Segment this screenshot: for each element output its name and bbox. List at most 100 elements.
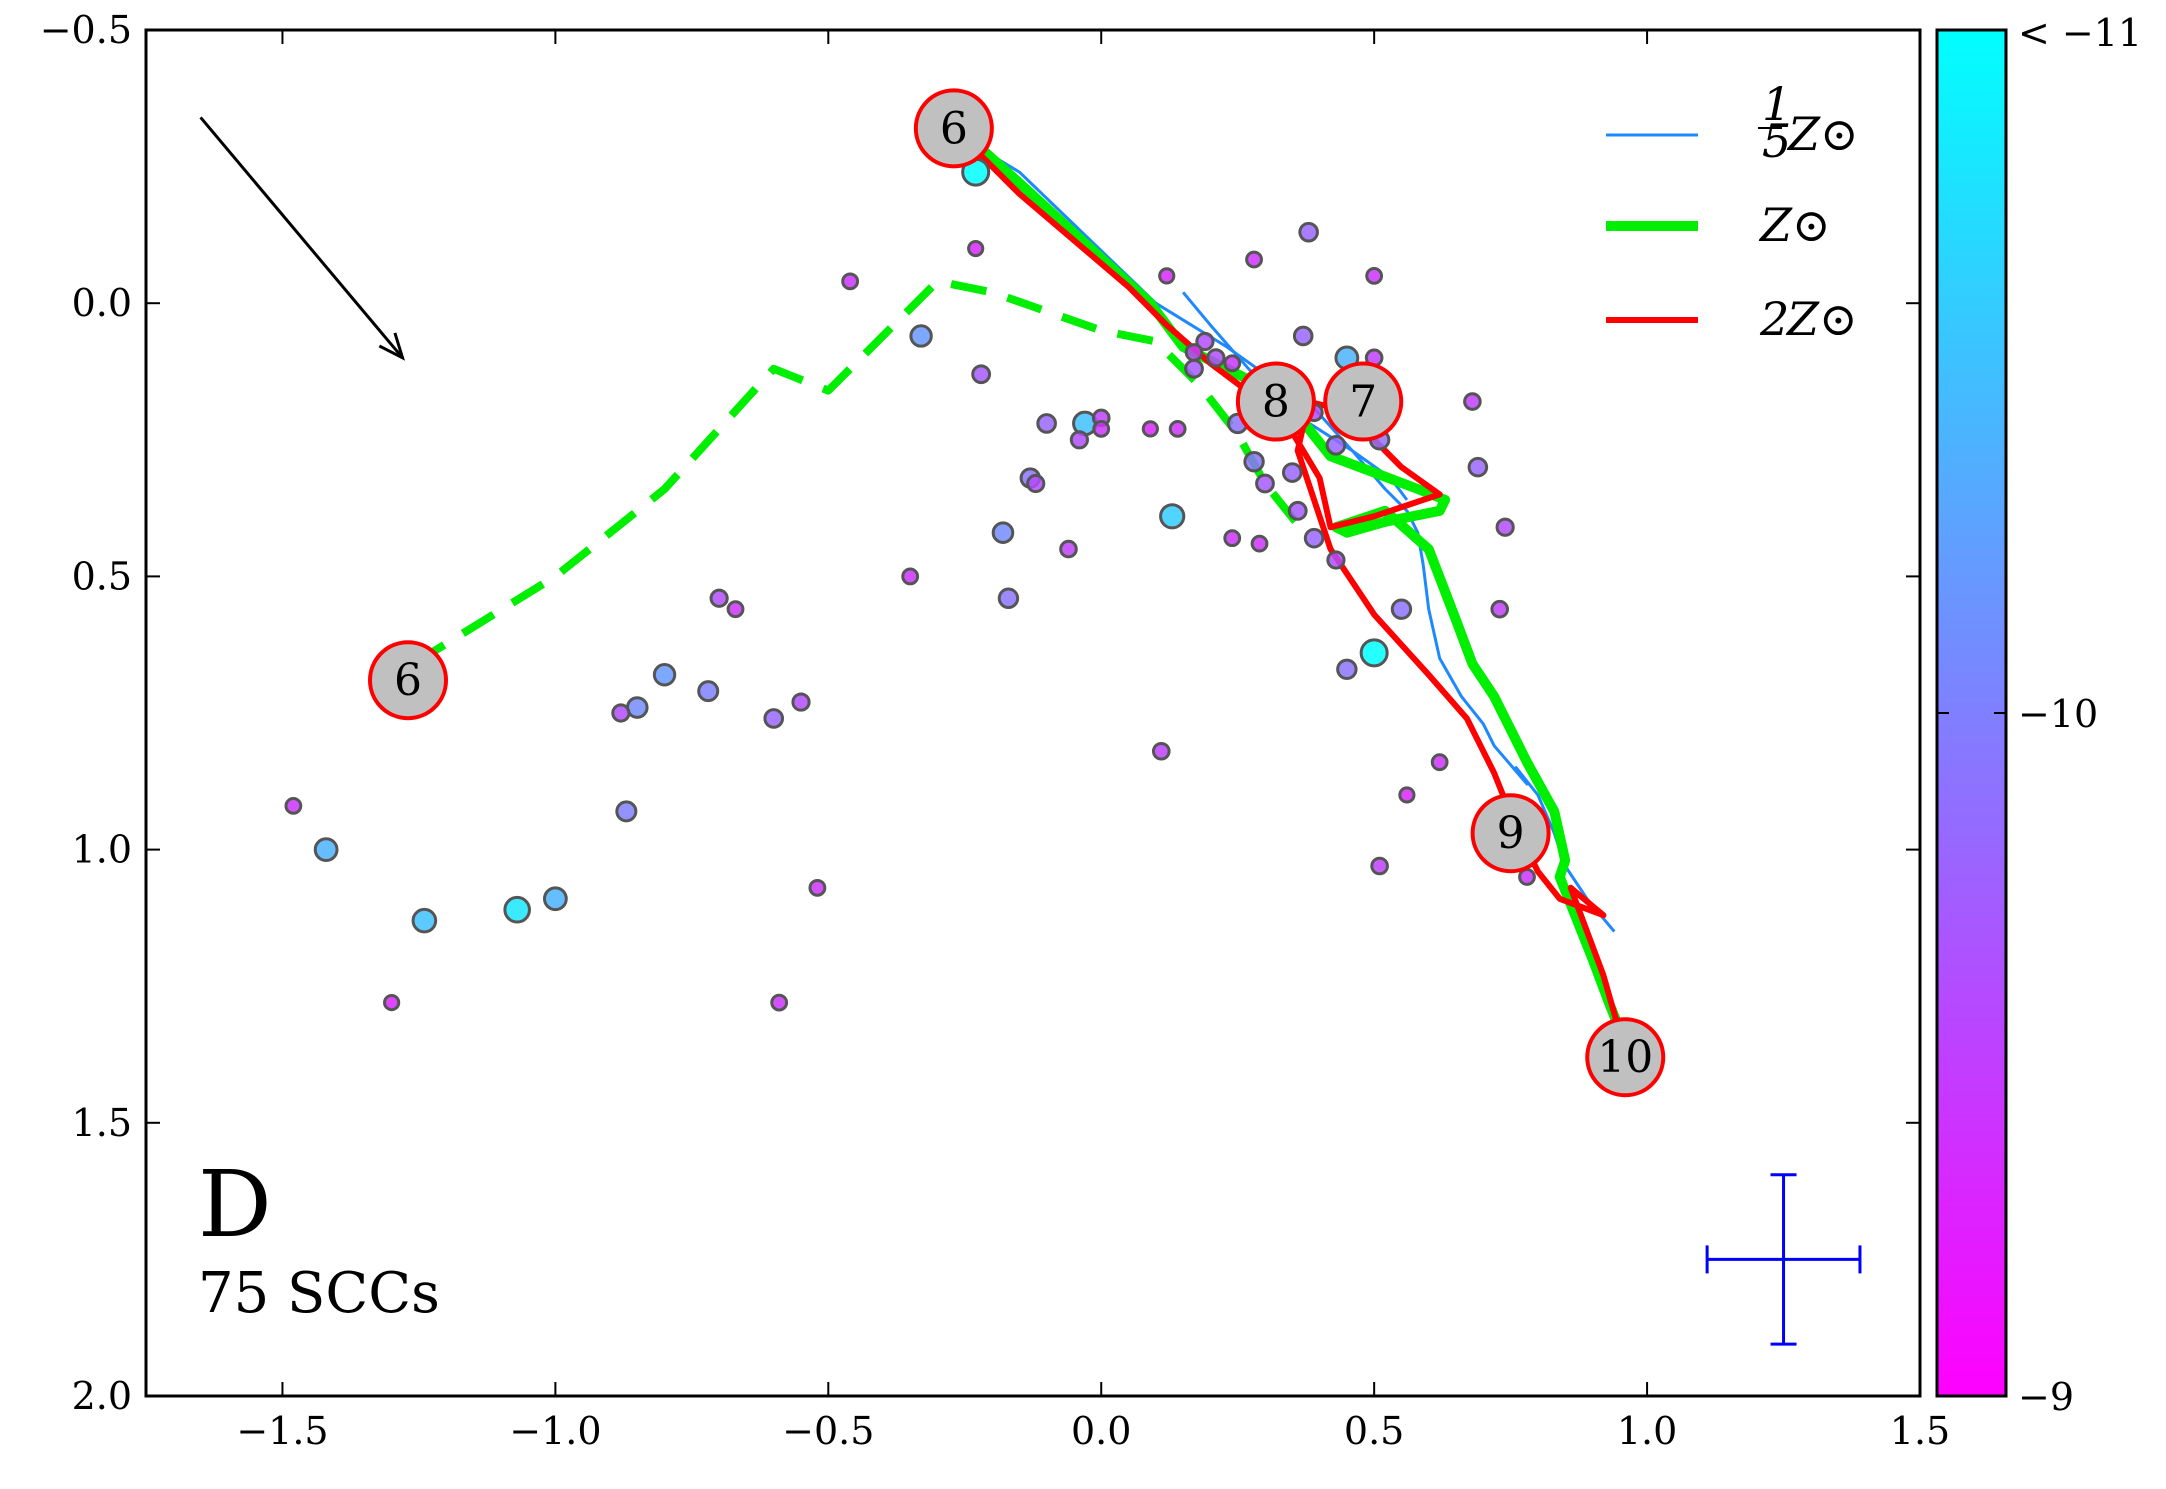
age-marker-label: 6 bbox=[940, 103, 968, 154]
age-marker-label: 10 bbox=[1597, 1032, 1653, 1083]
series-layer bbox=[411, 130, 1636, 1060]
data-point bbox=[726, 600, 745, 619]
series-line-2 bbox=[961, 130, 1636, 1060]
data-point bbox=[1255, 473, 1275, 494]
data-point bbox=[652, 663, 677, 687]
data-point bbox=[967, 239, 985, 258]
data-point bbox=[709, 588, 729, 608]
data-point bbox=[1430, 753, 1449, 772]
data-point bbox=[1092, 419, 1111, 438]
x-tick-label: 1.0 bbox=[1617, 1409, 1677, 1453]
data-point bbox=[1463, 392, 1482, 411]
data-point bbox=[770, 993, 789, 1012]
data-point bbox=[909, 324, 933, 348]
series-line-3 bbox=[411, 277, 1312, 668]
data-point bbox=[1206, 348, 1226, 368]
age-marker: 8 bbox=[1235, 361, 1316, 442]
data-point bbox=[697, 680, 720, 703]
extras-layer bbox=[199, 116, 1862, 1346]
data-point bbox=[991, 521, 1015, 544]
age-marker-circle bbox=[368, 640, 449, 721]
data-point bbox=[1292, 325, 1314, 347]
age-marker-circle bbox=[1470, 793, 1551, 874]
age-marker-circle bbox=[913, 88, 994, 169]
data-point bbox=[1245, 250, 1263, 269]
data-point bbox=[611, 703, 631, 723]
data-point bbox=[1069, 430, 1089, 450]
y-tick-label: 1.5 bbox=[72, 1101, 132, 1145]
data-point bbox=[1287, 500, 1308, 521]
points-layer bbox=[284, 157, 1536, 1012]
data-point bbox=[625, 696, 649, 719]
data-point bbox=[971, 364, 992, 385]
data-point bbox=[284, 796, 303, 815]
data-point bbox=[1159, 503, 1186, 530]
data-point bbox=[1151, 741, 1171, 761]
data-point bbox=[791, 692, 811, 712]
x-tick-label: 0.0 bbox=[1071, 1409, 1131, 1453]
y-tick-label: −0.5 bbox=[40, 8, 132, 52]
x-axis: −1.5 −1.0 −0.5 0.0 0.5 1.0 1.5 bbox=[236, 30, 1950, 1453]
data-point bbox=[1243, 450, 1265, 473]
y-tick-label: 1.0 bbox=[72, 828, 132, 872]
data-point bbox=[1223, 354, 1242, 373]
x-tick-label: −1.5 bbox=[236, 1409, 328, 1453]
legend: 1 5 Z⊙ Z⊙ 2 Z⊙ bbox=[1606, 77, 1859, 346]
x-tick-label: −1.0 bbox=[509, 1409, 601, 1453]
data-point bbox=[901, 567, 920, 586]
y-tick-label: 0.0 bbox=[72, 281, 132, 325]
age-marker: 9 bbox=[1470, 793, 1551, 874]
data-point bbox=[1184, 358, 1204, 379]
data-point bbox=[1495, 517, 1515, 537]
data-point bbox=[1250, 534, 1269, 553]
data-point bbox=[1298, 221, 1319, 243]
data-point bbox=[1158, 267, 1176, 285]
data-point bbox=[313, 837, 339, 862]
data-point bbox=[615, 800, 638, 823]
data-point bbox=[1398, 786, 1416, 804]
svg-text:2: 2 bbox=[1759, 292, 1789, 346]
age-marker-circle bbox=[1235, 361, 1316, 442]
age-marker-label: 7 bbox=[1349, 377, 1377, 428]
data-point bbox=[1467, 456, 1489, 478]
panel-subtitle: 75 SCCs bbox=[198, 1261, 440, 1326]
colorbar: < −11 −10 −9 bbox=[1935, 11, 2142, 1419]
data-point bbox=[503, 895, 531, 924]
panel-letter: D bbox=[198, 1151, 272, 1258]
plot-frame bbox=[144, 28, 1922, 1398]
colorbar-tick-bottom: −9 bbox=[2018, 1375, 2074, 1419]
data-point bbox=[542, 886, 568, 912]
data-point bbox=[997, 587, 1020, 609]
y-tick-label: 2.0 bbox=[72, 1374, 132, 1418]
data-point bbox=[1026, 473, 1046, 494]
data-point bbox=[841, 272, 860, 291]
age-marker-label: 6 bbox=[394, 655, 422, 706]
data-point bbox=[1059, 539, 1078, 559]
legend-label-solar: Z⊙ bbox=[1758, 198, 1831, 252]
data-point bbox=[1141, 420, 1159, 438]
data-point bbox=[1168, 419, 1187, 438]
series-line-0 bbox=[964, 138, 1616, 933]
age-marker-circle bbox=[1585, 1017, 1666, 1098]
age-marker-label: 8 bbox=[1262, 377, 1290, 428]
data-point bbox=[1336, 658, 1358, 680]
svg-text:Z⊙: Z⊙ bbox=[1786, 107, 1859, 161]
data-point bbox=[1365, 266, 1384, 285]
legend-label-fifth-solar: 1 5 Z⊙ bbox=[1758, 77, 1859, 168]
data-point bbox=[1223, 529, 1242, 548]
reddening-arrow bbox=[199, 116, 404, 359]
age-marker: 10 bbox=[1585, 1017, 1666, 1098]
age-marker: 6 bbox=[913, 88, 994, 169]
data-point bbox=[1036, 413, 1057, 434]
data-point bbox=[808, 878, 827, 897]
x-tick-label: 0.5 bbox=[1344, 1409, 1404, 1453]
data-point bbox=[1326, 550, 1346, 570]
legend-label-twice-solar: 2 Z⊙ bbox=[1759, 292, 1858, 346]
age-marker: 6 bbox=[368, 640, 449, 721]
data-point bbox=[1370, 856, 1389, 876]
data-point bbox=[1359, 638, 1389, 668]
data-point bbox=[763, 708, 785, 729]
markers-layer: 6 6 8 7 9 10 bbox=[368, 88, 1666, 1098]
data-point bbox=[1195, 331, 1215, 352]
svg-text:5: 5 bbox=[1762, 114, 1791, 168]
